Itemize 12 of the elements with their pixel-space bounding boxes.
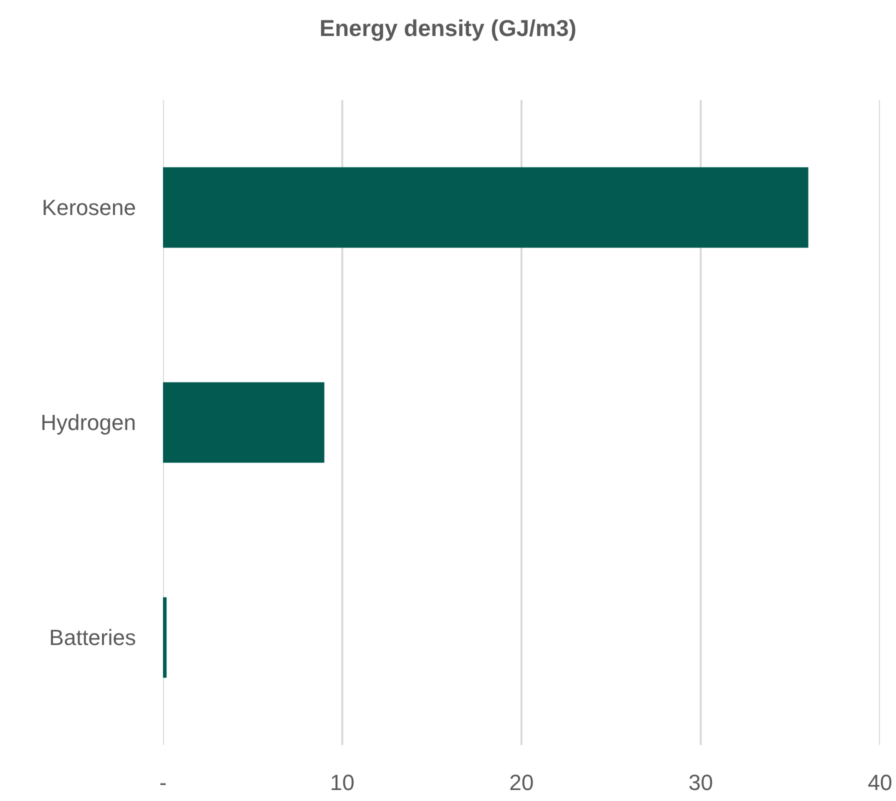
y-tick-label: Kerosene [42, 195, 136, 220]
x-tick-label: 20 [509, 770, 534, 795]
bar [163, 167, 808, 248]
y-tick-label: Batteries [49, 625, 136, 650]
chart-title: Energy density (GJ/m3) [320, 15, 576, 42]
x-tick-label: 10 [330, 770, 354, 795]
x-tick-label: - [159, 770, 167, 795]
x-tick-label: 40 [868, 770, 892, 795]
y-tick-label: Hydrogen [40, 410, 136, 436]
bar [163, 597, 167, 678]
bar [163, 382, 324, 463]
x-tick-label: 30 [688, 770, 713, 795]
